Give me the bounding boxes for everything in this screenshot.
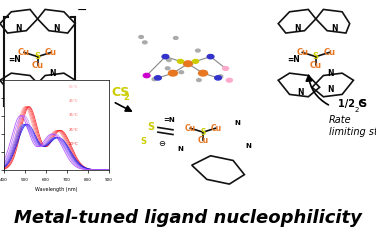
Text: S: S [359,99,366,109]
Text: S: S [35,52,41,61]
Text: 2: 2 [123,93,129,102]
Text: N: N [177,146,183,152]
Text: N: N [49,85,56,94]
Text: Cu: Cu [310,61,322,70]
Text: =N: =N [9,55,21,63]
Text: N: N [327,69,334,78]
Circle shape [215,76,221,80]
Text: 1/2 C: 1/2 C [338,99,366,109]
Text: N: N [245,143,251,149]
Text: N: N [331,24,338,33]
Text: Cu: Cu [185,124,196,133]
Circle shape [143,73,150,78]
Circle shape [168,70,177,76]
Text: Rate: Rate [329,115,352,125]
Circle shape [223,67,229,70]
Text: N: N [19,88,26,97]
Circle shape [139,36,143,38]
Circle shape [165,67,170,70]
Text: Cu: Cu [18,48,30,57]
Text: Cu: Cu [45,48,57,57]
Text: 2: 2 [355,107,359,113]
Circle shape [193,59,199,63]
Text: Cu: Cu [32,61,44,70]
Text: Cu: Cu [210,124,221,133]
Text: N: N [327,85,334,94]
Text: limiting step: limiting step [329,127,376,137]
Circle shape [199,70,208,76]
Text: CS: CS [111,85,129,99]
Circle shape [155,76,159,79]
Text: 55°C: 55°C [69,85,79,89]
Circle shape [207,55,214,59]
Circle shape [197,79,201,81]
Text: Metal-tuned ligand nucleophilicity: Metal-tuned ligand nucleophilicity [14,209,362,227]
Circle shape [218,75,223,78]
Circle shape [162,55,169,59]
Circle shape [167,59,171,62]
Text: S: S [313,52,319,61]
Text: N: N [234,120,240,126]
Circle shape [179,71,183,74]
X-axis label: Wavelength (nm): Wavelength (nm) [35,187,78,192]
Text: Cu: Cu [323,48,335,57]
Text: Cu: Cu [296,48,308,57]
Text: S: S [147,122,154,132]
Text: =N: =N [287,55,300,63]
Text: =N: =N [163,117,175,123]
Text: 25°C: 25°C [69,128,79,132]
Text: N: N [294,24,300,33]
Circle shape [177,59,183,63]
Text: 35°C: 35°C [69,114,79,118]
Text: N: N [15,24,22,33]
Circle shape [196,49,200,52]
Circle shape [183,61,193,67]
Text: ⊖: ⊖ [158,139,165,148]
Text: N: N [53,24,60,33]
Text: 20°C: 20°C [69,142,79,146]
Circle shape [152,78,157,81]
Text: −: − [77,4,88,17]
Text: S: S [200,128,206,137]
Circle shape [208,55,213,58]
Text: 45°C: 45°C [69,99,79,103]
Circle shape [143,41,147,44]
Circle shape [226,78,232,82]
Text: N: N [297,88,304,97]
Circle shape [155,76,161,80]
Text: N: N [49,69,56,78]
Text: S: S [140,137,146,146]
Text: Cu: Cu [197,136,209,145]
Circle shape [173,37,178,39]
